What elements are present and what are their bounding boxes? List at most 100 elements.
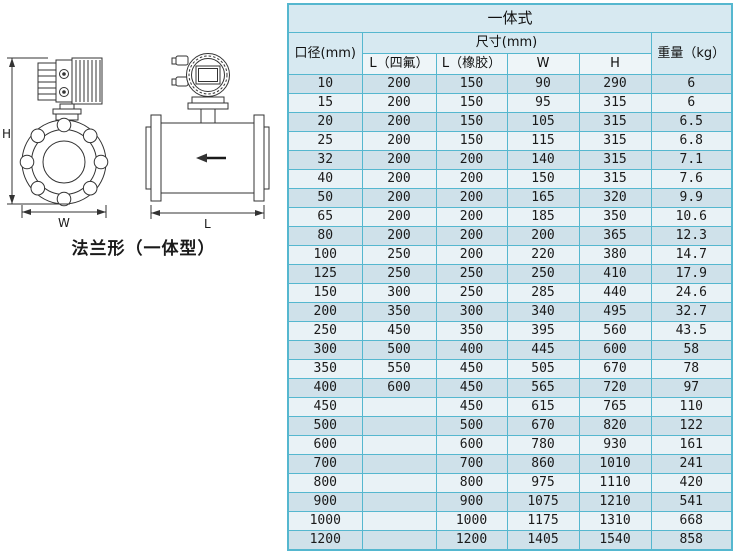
table-cell: 300 [287, 340, 363, 360]
table-cell: 615 [506, 397, 580, 417]
table-cell: 670 [506, 416, 580, 436]
table-cell: 250 [287, 321, 363, 341]
table-cell: 15 [287, 93, 363, 113]
table-cell: 765 [578, 397, 652, 417]
table-cell: 40 [287, 169, 363, 189]
table-cell: 17.9 [650, 264, 733, 284]
table-cell: 6.8 [650, 131, 733, 151]
table-cell [361, 454, 437, 474]
table-cell: 150 [435, 93, 508, 113]
bolt-hole [93, 154, 109, 170]
table-cell: 9.9 [650, 188, 733, 208]
table-cell: 24.6 [650, 283, 733, 303]
spec-table: 一体式 口径(mm) 尺寸(mm) 重量（kg） L（四氟） L（橡胶） W H… [287, 3, 734, 551]
table-row: 450 450 615 765 110 [287, 397, 733, 417]
table-cell: 1310 [578, 511, 652, 531]
bolt-hole [19, 154, 35, 170]
table-cell: 505 [506, 359, 580, 379]
diagram-caption: 法兰形（一体型） [71, 239, 216, 259]
table-cell: 600 [361, 378, 437, 398]
spec-table-panel: 一体式 口径(mm) 尺寸(mm) 重量（kg） L（四氟） L（橡胶） W H… [287, 3, 734, 551]
transmitter-head-side [171, 53, 230, 97]
table-cell: 200 [435, 150, 508, 170]
table-cell: 78 [650, 359, 733, 379]
table-cell: 250 [506, 264, 580, 284]
table-cell: 860 [506, 454, 580, 474]
table-cell: 600 [435, 435, 508, 455]
table-cell: 105 [506, 112, 580, 132]
col-header-l-ptfe: L（四氟） [361, 53, 437, 75]
table-cell: 32 [287, 150, 363, 170]
table-cell: 565 [506, 378, 580, 398]
table-cell: 420 [650, 473, 733, 493]
neck-side [187, 96, 229, 124]
table-row: 150 300 250 285 440 24.6 [287, 283, 733, 303]
table-cell: 6 [650, 93, 733, 113]
table-cell: 315 [578, 112, 652, 132]
table-cell: 12.3 [650, 226, 733, 246]
table-row: 1200 1200 1405 1540 858 [287, 530, 733, 551]
table-cell: 200 [435, 169, 508, 189]
table-cell: 150 [435, 74, 508, 94]
table-cell: 200 [506, 226, 580, 246]
table-cell [361, 435, 437, 455]
transmitter-head-front [37, 57, 103, 105]
table-cell: 395 [506, 321, 580, 341]
table-cell: 200 [361, 207, 437, 227]
table-cell: 800 [287, 473, 363, 493]
dim-label-l: L [204, 217, 211, 231]
table-row: 250 450 350 395 560 43.5 [287, 321, 733, 341]
dim-label-h: H [2, 127, 11, 141]
table-cell: 495 [578, 302, 652, 322]
table-row: 500 500 670 820 122 [287, 416, 733, 436]
table-cell: 440 [578, 283, 652, 303]
table-cell: 58 [650, 340, 733, 360]
table-cell: 450 [435, 397, 508, 417]
table-cell: 410 [578, 264, 652, 284]
table-cell: 930 [578, 435, 652, 455]
table-row: 65 200 200 185 350 10.6 [287, 207, 733, 227]
table-cell: 200 [361, 169, 437, 189]
table-cell: 200 [435, 188, 508, 208]
table-cell: 97 [650, 378, 733, 398]
table-cell: 150 [506, 169, 580, 189]
table-cell: 700 [287, 454, 363, 474]
table-cell: 380 [578, 245, 652, 265]
col-header-h: H [578, 53, 652, 75]
side-view: L [145, 53, 270, 231]
table-cell [361, 473, 437, 493]
table-cell: 6.5 [650, 112, 733, 132]
table-cell: 670 [578, 359, 652, 379]
table-cell: 10.6 [650, 207, 733, 227]
table-cell: 200 [361, 226, 437, 246]
table-cell: 200 [361, 74, 437, 94]
table-cell: 50 [287, 188, 363, 208]
table-cell: 300 [361, 283, 437, 303]
table-cell: 20 [287, 112, 363, 132]
table-cell: 200 [361, 131, 437, 151]
table-cell [361, 511, 437, 531]
table-cell: 600 [287, 435, 363, 455]
table-cell: 350 [435, 321, 508, 341]
front-view: H W [2, 57, 109, 230]
table-cell: 400 [435, 340, 508, 360]
table-row: 200 350 300 340 495 32.7 [287, 302, 733, 322]
table-cell: 500 [287, 416, 363, 436]
table-cell: 285 [506, 283, 580, 303]
table-cell: 25 [287, 131, 363, 151]
dim-label-w: W [58, 216, 70, 230]
table-cell: 450 [361, 321, 437, 341]
table-cell: 200 [361, 112, 437, 132]
table-cell [361, 492, 437, 512]
table-cell: 250 [361, 264, 437, 284]
table-cell: 560 [578, 321, 652, 341]
table-cell: 185 [506, 207, 580, 227]
table-cell: 365 [578, 226, 652, 246]
display-window [195, 65, 221, 85]
table-cell: 6 [650, 74, 733, 94]
table-cell: 315 [578, 131, 652, 151]
table-cell: 1200 [287, 530, 363, 551]
table-cell: 7.6 [650, 169, 733, 189]
diagram-panel: H W [0, 0, 287, 552]
table-cell: 315 [578, 93, 652, 113]
